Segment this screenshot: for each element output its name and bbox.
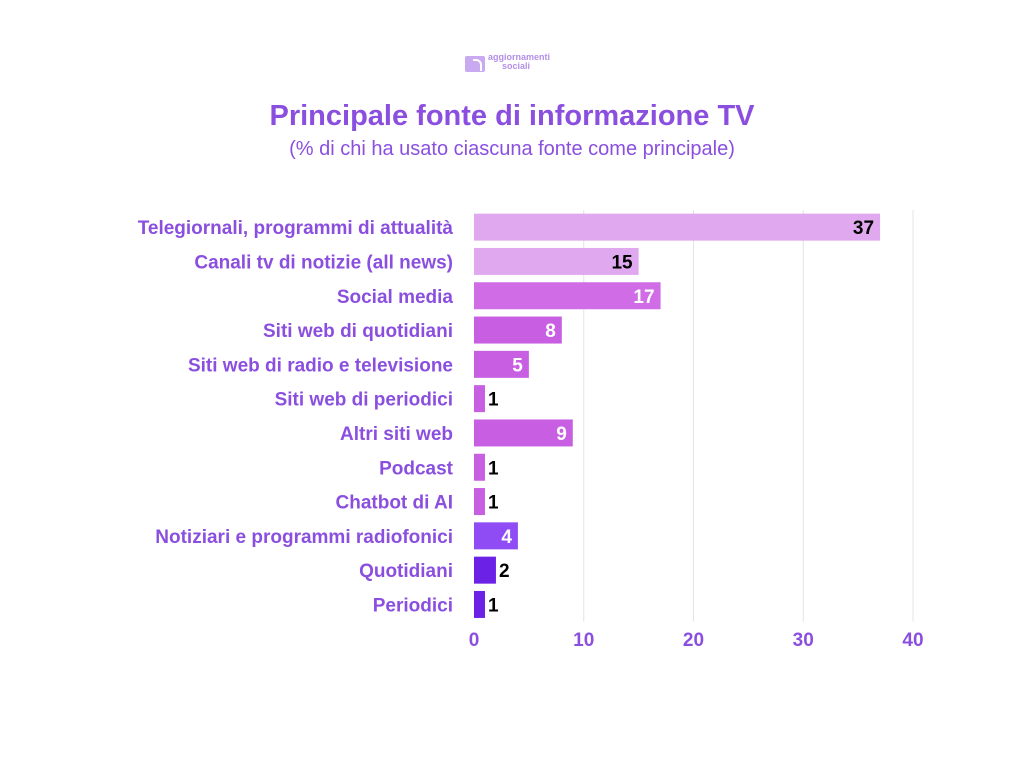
category-label: Telegiornali, programmi di attualità [138,218,454,239]
brand-logo: aggiornamenti sociali [465,52,565,76]
x-tick-label: 10 [573,630,594,651]
bar [474,247,639,275]
value-label: 1 [488,493,499,514]
bar [474,282,661,310]
x-tick-label: 40 [902,630,923,651]
logo-mark-icon [465,56,485,72]
category-label: Chatbot di AI [336,493,454,514]
category-label: Siti web di radio e televisione [188,355,453,376]
x-tick-label: 30 [793,630,814,651]
chart-title: Principale fonte di informazione TV [269,100,755,132]
value-label: 1 [488,595,499,616]
value-label: 1 [488,390,499,411]
value-label: 17 [633,287,654,308]
value-label: 37 [853,218,874,239]
bar [474,213,881,241]
value-label: 5 [512,355,523,376]
category-label: Quotidiani [359,561,453,582]
value-label: 8 [545,321,556,342]
category-label: Notiziari e programmi radiofonici [155,527,453,548]
logo-text-line2: sociali [502,61,531,71]
category-label: Podcast [379,458,454,479]
bar [474,522,518,550]
bar [474,590,485,618]
bar [474,385,485,413]
chart-subtitle: (% di chi ha usato ciascuna fonte come p… [289,138,735,160]
x-tick-label: 0 [469,630,480,651]
bar [474,488,485,516]
bar [474,453,485,481]
category-label: Canali tv di notizie (all news) [194,252,453,273]
value-label: 4 [501,527,512,548]
value-label: 9 [556,424,567,445]
category-label: Social media [337,287,454,308]
category-label: Periodici [373,595,453,616]
bar [474,556,496,584]
value-label: 15 [611,252,633,273]
x-tick-label: 20 [683,630,704,651]
category-label: Siti web di periodici [275,390,453,411]
bar [474,316,562,344]
category-label: Siti web di quotidiani [263,321,453,342]
bar [474,419,573,447]
value-label: 1 [488,458,499,479]
value-label: 2 [499,561,510,582]
category-label: Altri siti web [340,424,453,445]
bar [474,350,529,378]
logo-text-line1: aggiornamenti [488,52,551,62]
